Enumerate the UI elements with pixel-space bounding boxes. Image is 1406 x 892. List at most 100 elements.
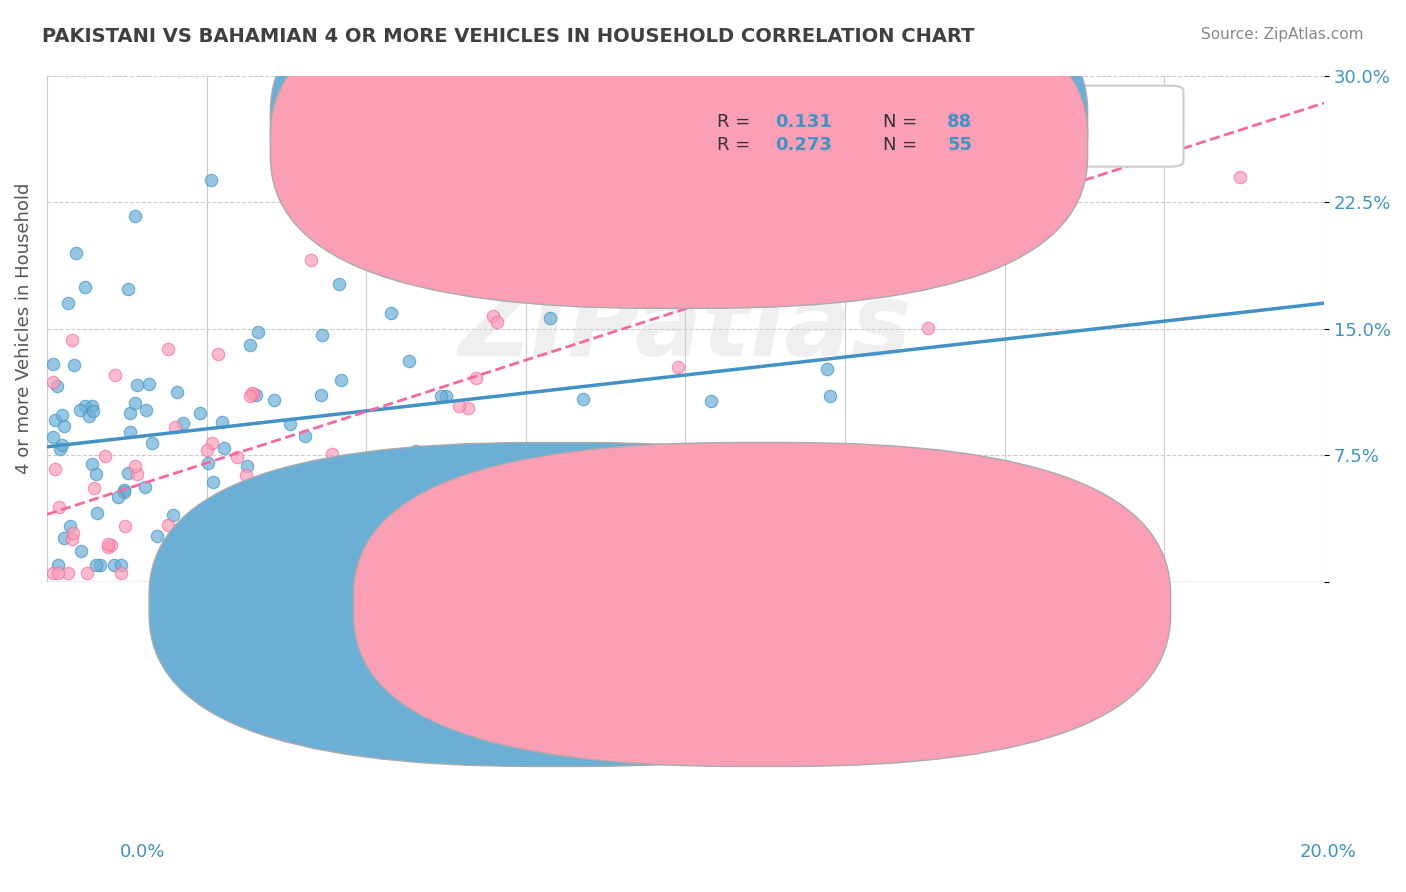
Text: 55: 55: [948, 136, 972, 153]
Y-axis label: 4 or more Vehicles in Household: 4 or more Vehicles in Household: [15, 183, 32, 475]
FancyBboxPatch shape: [353, 442, 1171, 766]
Point: [711, 228, 734, 243]
Point: [134, 480, 156, 494]
Point: [162, 508, 184, 523]
Point: [42, 566, 65, 581]
Point: [411, 460, 433, 475]
Point: [413, 525, 436, 540]
Point: [240, 385, 263, 400]
Point: [789, 505, 811, 519]
Point: [211, 415, 233, 429]
Point: [572, 392, 595, 406]
Point: [42, 430, 65, 444]
Point: [245, 388, 267, 402]
Point: [69, 403, 91, 417]
Point: [117, 466, 139, 480]
Point: [42, 357, 65, 371]
Point: [278, 417, 301, 432]
Point: [254, 550, 277, 565]
Point: [103, 558, 125, 572]
Point: [112, 483, 135, 497]
Point: [117, 282, 139, 296]
Text: N =: N =: [883, 136, 924, 153]
Point: [51, 437, 73, 451]
Text: 20.0%: 20.0%: [1301, 843, 1357, 861]
Point: [328, 478, 350, 492]
Text: Source: ZipAtlas.com: Source: ZipAtlas.com: [1201, 27, 1364, 42]
Point: [172, 540, 194, 554]
Point: [485, 235, 508, 249]
Point: [188, 406, 211, 420]
Point: [53, 531, 76, 545]
FancyBboxPatch shape: [149, 442, 966, 766]
Point: [485, 315, 508, 329]
Point: [73, 280, 96, 294]
Point: [107, 490, 129, 504]
Point: [156, 343, 179, 357]
Text: 0.0%: 0.0%: [120, 843, 165, 861]
Point: [496, 245, 519, 260]
Point: [299, 253, 322, 268]
Point: [309, 388, 332, 402]
Point: [818, 389, 841, 403]
Point: [479, 518, 502, 533]
Point: [97, 540, 120, 554]
Point: [86, 506, 108, 520]
Point: [212, 441, 235, 455]
FancyBboxPatch shape: [270, 0, 1088, 285]
Point: [202, 475, 225, 489]
Point: [120, 425, 142, 439]
Point: [239, 483, 262, 498]
Point: [662, 259, 685, 273]
Point: [201, 435, 224, 450]
Point: [330, 373, 353, 387]
FancyBboxPatch shape: [270, 0, 1088, 309]
Point: [235, 467, 257, 482]
Text: Bahamians: Bahamians: [794, 596, 894, 614]
Text: 88: 88: [948, 113, 973, 131]
Text: R =: R =: [717, 136, 756, 153]
FancyBboxPatch shape: [621, 86, 1184, 167]
Point: [124, 209, 146, 223]
Point: [125, 377, 148, 392]
Text: R =: R =: [717, 113, 756, 131]
Point: [59, 518, 82, 533]
Point: [60, 333, 83, 347]
Point: [141, 436, 163, 450]
Point: [430, 389, 453, 403]
Point: [447, 399, 470, 413]
Point: [457, 401, 479, 415]
Point: [172, 416, 194, 430]
Point: [226, 450, 249, 464]
Point: [700, 394, 723, 409]
Point: [751, 281, 773, 295]
Text: PAKISTANI VS BAHAMIAN 4 OR MORE VEHICLES IN HOUSEHOLD CORRELATION CHART: PAKISTANI VS BAHAMIAN 4 OR MORE VEHICLES…: [42, 27, 974, 45]
Point: [247, 325, 270, 339]
Point: [48, 500, 70, 514]
Point: [46, 566, 69, 581]
Point: [46, 379, 69, 393]
Point: [434, 389, 457, 403]
Point: [135, 403, 157, 417]
Point: [481, 309, 503, 323]
Point: [1229, 169, 1251, 184]
Point: [124, 458, 146, 473]
Point: [73, 399, 96, 413]
Point: [110, 558, 132, 572]
Point: [366, 558, 388, 572]
Point: [405, 444, 427, 458]
Point: [387, 493, 409, 508]
Point: [209, 536, 232, 550]
Point: [294, 429, 316, 443]
Point: [249, 516, 271, 530]
Point: [56, 566, 79, 581]
Point: [917, 321, 939, 335]
Point: [195, 442, 218, 457]
Text: 0.273: 0.273: [775, 136, 832, 153]
Point: [63, 358, 86, 372]
Point: [370, 524, 392, 538]
Point: [606, 473, 628, 487]
Point: [464, 371, 486, 385]
Point: [967, 169, 990, 184]
Point: [94, 450, 117, 464]
